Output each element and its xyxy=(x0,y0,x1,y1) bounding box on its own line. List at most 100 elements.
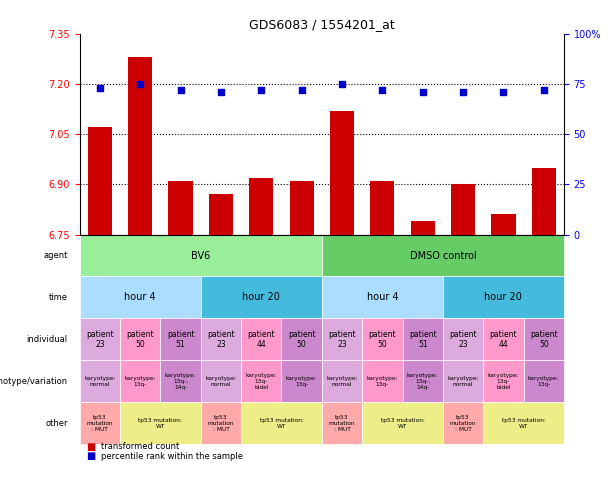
Point xyxy=(378,86,387,94)
Bar xyxy=(443,318,483,360)
Bar xyxy=(281,318,322,360)
Text: tp53
mutation
: MUT: tp53 mutation : MUT xyxy=(450,415,476,432)
Text: karyotype:
normal: karyotype: normal xyxy=(447,376,479,387)
Bar xyxy=(531,168,556,235)
Point xyxy=(297,86,306,94)
Bar xyxy=(201,402,241,444)
Bar xyxy=(524,360,564,402)
Text: karyotype:
13q-
bidel: karyotype: 13q- bidel xyxy=(245,373,277,390)
Text: patient
23: patient 23 xyxy=(207,330,235,349)
Bar xyxy=(362,360,403,402)
Text: karyotype:
13q-,
14q-: karyotype: 13q-, 14q- xyxy=(407,373,438,390)
Text: patient
23: patient 23 xyxy=(449,330,477,349)
Bar xyxy=(362,318,403,360)
Text: karyotype:
13q-: karyotype: 13q- xyxy=(124,376,156,387)
Bar xyxy=(443,360,483,402)
Point xyxy=(337,80,347,88)
Bar xyxy=(483,402,564,444)
Text: karyotype:
13q-: karyotype: 13q- xyxy=(286,376,318,387)
Bar xyxy=(362,402,443,444)
Text: patient
44: patient 44 xyxy=(248,330,275,349)
Bar xyxy=(249,178,273,235)
Text: tp53
mutation
: MUT: tp53 mutation : MUT xyxy=(208,415,234,432)
Text: hour 4: hour 4 xyxy=(367,293,398,302)
Bar xyxy=(322,276,443,318)
Bar xyxy=(289,181,314,235)
Point xyxy=(458,88,468,96)
Text: hour 20: hour 20 xyxy=(484,293,522,302)
Bar xyxy=(201,276,322,318)
Text: agent: agent xyxy=(43,251,67,260)
Text: tp53
mutation
: MUT: tp53 mutation : MUT xyxy=(86,415,113,432)
Text: tp53
mutation
: MUT: tp53 mutation : MUT xyxy=(329,415,356,432)
Bar xyxy=(322,402,362,444)
Text: patient
50: patient 50 xyxy=(530,330,558,349)
Bar xyxy=(492,214,516,235)
Text: patient
44: patient 44 xyxy=(490,330,517,349)
Bar xyxy=(241,318,281,360)
Text: transformed count: transformed count xyxy=(101,442,180,451)
Point xyxy=(418,88,428,96)
Text: time: time xyxy=(48,293,67,302)
Text: percentile rank within the sample: percentile rank within the sample xyxy=(101,452,243,461)
Bar xyxy=(524,318,564,360)
Bar xyxy=(80,276,201,318)
Bar xyxy=(322,360,362,402)
Text: ■: ■ xyxy=(86,452,95,461)
Text: karyotype:
13q-: karyotype: 13q- xyxy=(367,376,398,387)
Bar xyxy=(209,194,233,235)
Bar xyxy=(201,318,241,360)
Text: genotype/variation: genotype/variation xyxy=(0,377,67,386)
Bar xyxy=(322,318,362,360)
Bar xyxy=(161,360,201,402)
Bar xyxy=(80,402,120,444)
Bar xyxy=(370,181,395,235)
Bar xyxy=(443,402,483,444)
Text: karyotype:
13q-,
14q-: karyotype: 13q-, 14q- xyxy=(165,373,196,390)
Text: tp53 mutation:
WT: tp53 mutation: WT xyxy=(139,418,182,429)
Text: karyotype:
normal: karyotype: normal xyxy=(326,376,358,387)
Text: DMSO control: DMSO control xyxy=(409,251,476,260)
Text: karyotype:
13q-
bidel: karyotype: 13q- bidel xyxy=(487,373,519,390)
Text: patient
51: patient 51 xyxy=(409,330,436,349)
Point xyxy=(256,86,266,94)
Bar xyxy=(241,402,322,444)
Text: karyotype:
normal: karyotype: normal xyxy=(205,376,237,387)
Bar xyxy=(330,111,354,235)
Bar xyxy=(281,360,322,402)
Bar xyxy=(201,360,241,402)
Bar xyxy=(483,318,524,360)
Bar xyxy=(169,181,192,235)
Point xyxy=(216,88,226,96)
Text: other: other xyxy=(45,419,67,428)
Bar xyxy=(241,360,281,402)
Bar xyxy=(88,128,112,235)
Text: hour 4: hour 4 xyxy=(124,293,156,302)
Text: patient
23: patient 23 xyxy=(86,330,113,349)
Point xyxy=(95,84,105,92)
Bar xyxy=(80,360,120,402)
Text: karyotype:
normal: karyotype: normal xyxy=(84,376,116,387)
Text: patient
23: patient 23 xyxy=(328,330,356,349)
Bar xyxy=(80,318,120,360)
Bar xyxy=(443,276,564,318)
Text: patient
50: patient 50 xyxy=(288,330,316,349)
Text: patient
51: patient 51 xyxy=(167,330,194,349)
Point xyxy=(539,86,549,94)
Text: tp53 mutation:
WT: tp53 mutation: WT xyxy=(381,418,424,429)
Bar xyxy=(322,235,564,276)
Bar xyxy=(128,57,153,235)
Text: hour 20: hour 20 xyxy=(242,293,280,302)
Text: patient
50: patient 50 xyxy=(368,330,396,349)
Text: tp53 mutation:
WT: tp53 mutation: WT xyxy=(259,418,303,429)
Point xyxy=(176,86,186,94)
Text: karyotype:
13q-: karyotype: 13q- xyxy=(528,376,560,387)
Bar xyxy=(120,318,161,360)
Bar xyxy=(451,185,475,235)
Text: BV6: BV6 xyxy=(191,251,210,260)
Point xyxy=(135,80,145,88)
Bar xyxy=(403,360,443,402)
Bar xyxy=(120,360,161,402)
Bar xyxy=(483,360,524,402)
Text: patient
50: patient 50 xyxy=(126,330,154,349)
